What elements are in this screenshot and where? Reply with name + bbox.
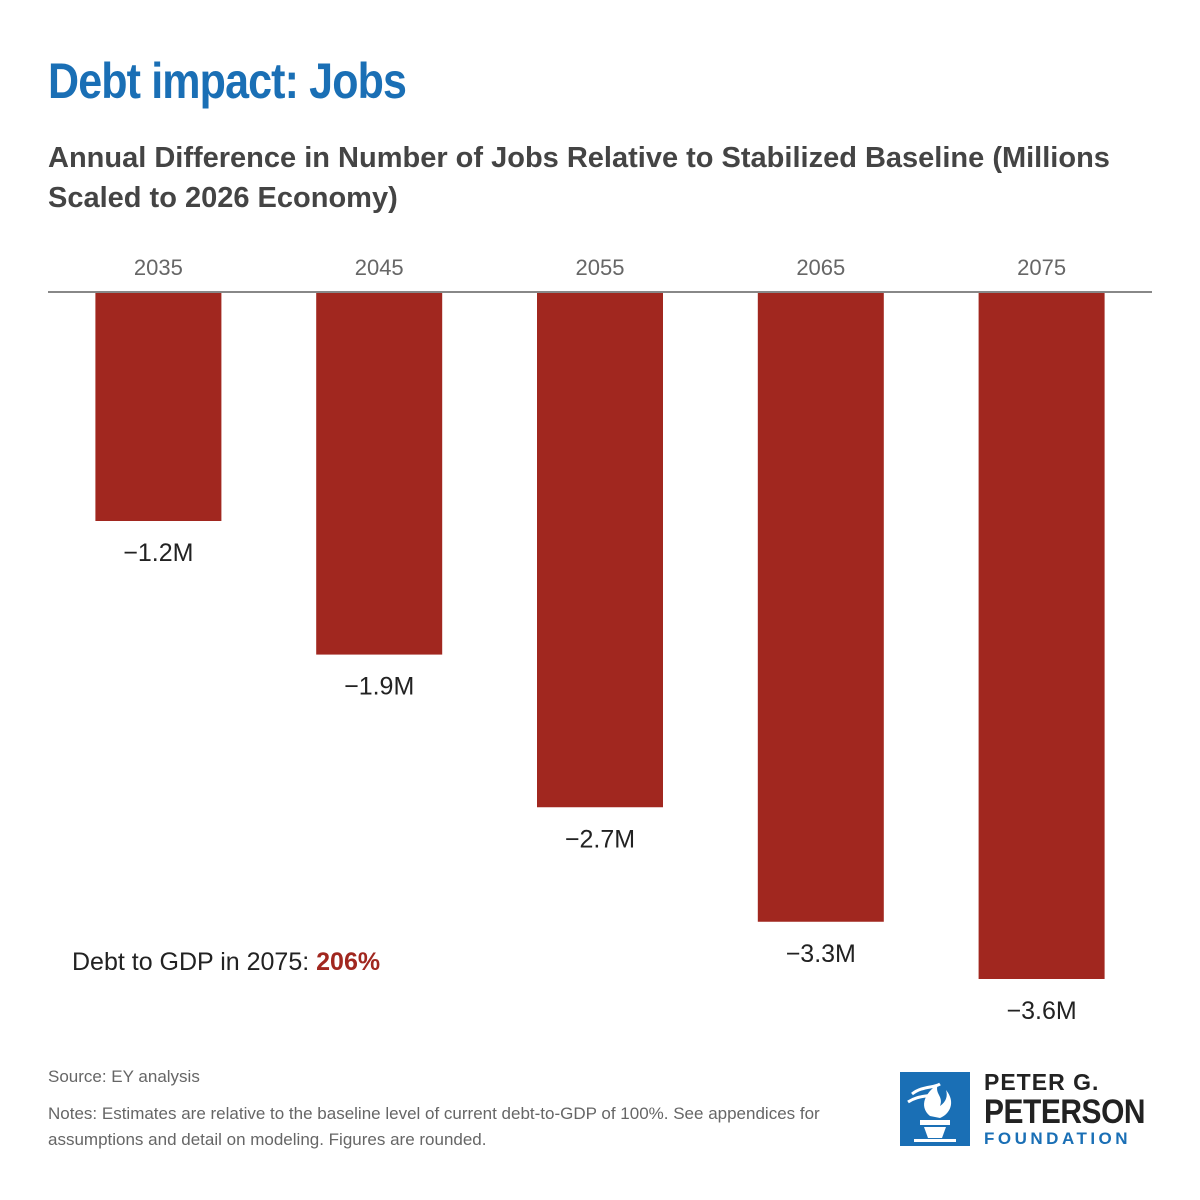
peterson-foundation-logo: PETER G. PETERSON FOUNDATION: [900, 1070, 1160, 1150]
logo-line-1: PETER G.: [984, 1069, 1100, 1095]
bar-2045: [316, 292, 443, 655]
bar-2065: [757, 292, 884, 922]
data-label-2065: −3.3M: [786, 940, 856, 968]
x-tick-label-2035: 2035: [134, 255, 183, 280]
logo-line-3: FOUNDATION: [984, 1129, 1132, 1148]
annotation-prefix: Debt to GDP in 2075:: [72, 948, 317, 976]
x-tick-label-2055: 2055: [576, 255, 625, 280]
debt-to-gdp-annotation: Debt to GDP in 2075: 206%: [72, 948, 380, 977]
logo-line-2: PETERSON: [984, 1093, 1146, 1131]
annotation-value: 206%: [316, 948, 381, 976]
bar-2075: [978, 292, 1105, 979]
x-tick-label-2065: 2065: [796, 255, 845, 280]
x-tick-label-2075: 2075: [1017, 255, 1066, 280]
notes-text: Notes: Estimates are relative to the bas…: [48, 1104, 820, 1149]
data-label-2075: −3.6M: [1007, 997, 1077, 1025]
chart-subtitle: Annual Difference in Number of Jobs Rela…: [48, 142, 1110, 214]
data-label-2055: −2.7M: [565, 825, 635, 853]
chart-title: Debt impact: Jobs: [48, 53, 407, 109]
bar-chart: 2035 −1.2M 2045 −1.9M 2055 −2.7M 2065 −3.3M 2075…: [48, 255, 1152, 1025]
data-label-2045: −1.9M: [344, 673, 414, 701]
torch-icon: [900, 1072, 970, 1146]
source-note: Source: EY analysis: [48, 1067, 200, 1086]
x-tick-label-2045: 2045: [355, 255, 404, 280]
bar-2055: [537, 292, 663, 808]
data-label-2035: −1.2M: [123, 539, 193, 567]
bar-2035: [95, 292, 222, 521]
